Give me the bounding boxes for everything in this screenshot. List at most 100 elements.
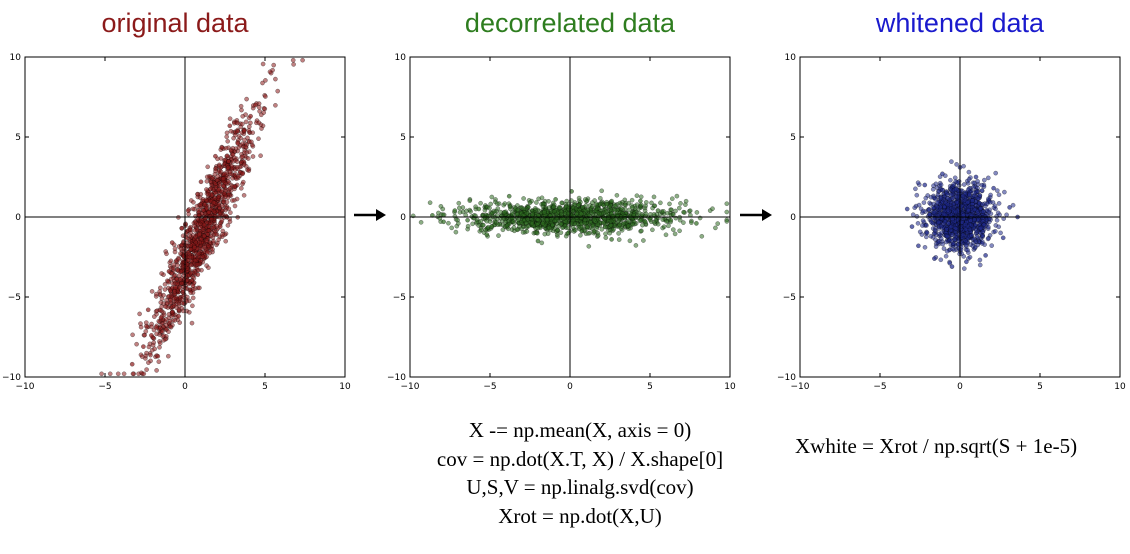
scatter-point — [190, 303, 195, 309]
scatter-point — [984, 201, 990, 207]
scatter-point — [224, 153, 230, 159]
scatter-point — [604, 201, 610, 207]
scatter-point — [226, 159, 231, 164]
scatter-point — [934, 204, 940, 210]
scatter-point — [205, 164, 210, 170]
scatter-point — [626, 207, 632, 213]
scatter-point — [190, 283, 196, 289]
x-tick-label: −10 — [401, 382, 420, 392]
scatter-point — [159, 271, 164, 276]
scatter-point — [622, 202, 628, 208]
scatter-point — [949, 232, 955, 237]
scatter-point — [262, 106, 268, 112]
scatter-point — [188, 290, 194, 295]
scatter-point — [300, 57, 305, 63]
scatter-point — [240, 154, 245, 159]
scatter-point — [187, 254, 193, 260]
scatter-point — [225, 178, 231, 184]
scatter-point — [201, 222, 207, 228]
scatter-point — [924, 223, 929, 228]
scatter-point — [221, 176, 226, 181]
scatter-point — [968, 218, 973, 223]
y-tick-label: 0 — [15, 213, 21, 223]
scatter-point — [996, 192, 1002, 198]
scatter-point — [453, 229, 459, 235]
scatter-point — [549, 222, 555, 228]
scatter-point — [248, 113, 253, 119]
scatter-point — [578, 211, 584, 217]
scatter-point — [642, 219, 648, 225]
scatter-point — [1002, 189, 1007, 195]
scatter-point — [500, 227, 506, 233]
scatter-point — [694, 210, 700, 215]
scatter-point — [508, 206, 513, 212]
scatter-point — [940, 241, 946, 247]
scatter-point — [188, 227, 193, 233]
scatter-point — [976, 217, 981, 222]
scatter-point — [931, 183, 936, 188]
scatter-point — [649, 200, 654, 206]
scatter-point — [710, 206, 715, 211]
scatter-point — [618, 205, 624, 211]
scatter-point — [121, 371, 127, 377]
scatter-point — [240, 179, 246, 185]
scatter-point — [943, 253, 949, 259]
scatter-point — [258, 153, 263, 158]
scatter-point — [239, 107, 244, 113]
scatter-point — [225, 165, 231, 170]
scatter-point — [148, 352, 153, 358]
scatter-point — [194, 261, 200, 267]
scatter-point — [672, 231, 678, 237]
scatter-point — [599, 226, 605, 232]
scatter-point — [541, 210, 547, 215]
scatter-point — [998, 230, 1003, 236]
scatter-point — [152, 346, 157, 352]
scatter-point — [941, 211, 947, 217]
scatter-point — [617, 222, 622, 228]
scatter-point — [154, 331, 159, 337]
scatter-point — [590, 223, 596, 229]
x-tick-label: 5 — [262, 382, 268, 392]
scatter-point — [665, 210, 670, 216]
scatter-point — [198, 179, 204, 185]
scatter-point — [176, 256, 181, 262]
scatter-point — [107, 371, 113, 377]
scatter-point — [910, 212, 916, 217]
scatter-point — [188, 262, 194, 268]
scatter-point — [146, 360, 151, 365]
scatter-point — [213, 232, 219, 237]
scatter-point — [214, 177, 220, 183]
scatter-point — [481, 222, 486, 228]
x-tick-label: 10 — [339, 382, 351, 392]
scatter-point — [591, 217, 597, 223]
scatter-point — [953, 186, 959, 192]
scatter-point — [603, 235, 609, 240]
scatter-point — [958, 224, 964, 229]
scatter-point — [521, 206, 527, 212]
scatter-point — [724, 201, 730, 206]
scatter-point — [977, 257, 983, 263]
scatter-point — [177, 273, 182, 278]
code-line: Xrot = np.dot(X,U) — [498, 503, 662, 528]
scatter-point — [154, 368, 159, 373]
scatter-point — [250, 130, 255, 135]
scatter-point — [223, 145, 229, 151]
scatter-point — [927, 212, 933, 217]
scatter-point — [224, 130, 230, 136]
scatter-point — [936, 238, 942, 244]
scatter-point — [216, 163, 222, 169]
scatter-point — [559, 200, 564, 206]
scatter-point — [676, 205, 682, 211]
scatter-point — [954, 162, 959, 167]
scatter-point — [200, 207, 206, 213]
scatter-point — [627, 238, 633, 244]
scatter-point — [993, 170, 998, 176]
scatter-point — [216, 237, 221, 242]
scatter-point — [932, 227, 938, 233]
scatter-point — [655, 208, 661, 213]
x-tick-label: −5 — [483, 382, 496, 392]
x-tick-label: 5 — [1037, 382, 1043, 392]
scatter-point — [963, 242, 969, 248]
scatter-point — [967, 254, 973, 260]
scatter-point — [168, 288, 173, 294]
